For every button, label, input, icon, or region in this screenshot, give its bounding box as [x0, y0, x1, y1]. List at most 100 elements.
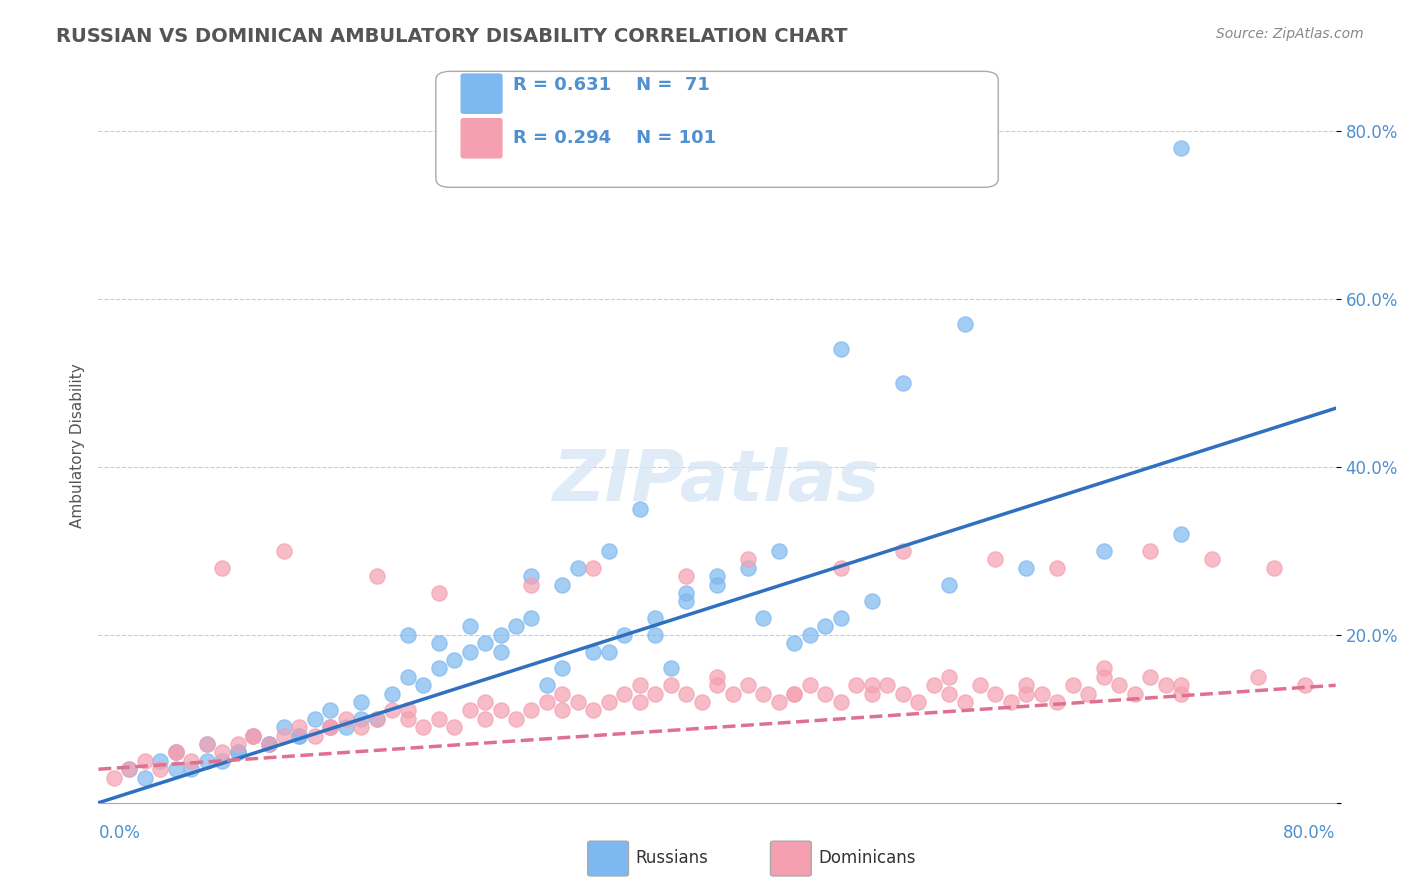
Point — [1263, 560, 1285, 574]
Point — [938, 670, 960, 684]
Point — [366, 712, 388, 726]
Point — [458, 703, 481, 717]
Point — [1247, 670, 1270, 684]
Point — [768, 544, 790, 558]
Point — [520, 703, 543, 717]
Point — [891, 687, 914, 701]
Point — [443, 720, 465, 734]
Point — [520, 577, 543, 591]
Point — [799, 628, 821, 642]
Point — [984, 687, 1007, 701]
Point — [1139, 544, 1161, 558]
Text: R = 0.294    N = 101: R = 0.294 N = 101 — [513, 129, 716, 147]
Point — [830, 560, 852, 574]
Point — [118, 762, 141, 776]
Point — [582, 560, 605, 574]
Point — [396, 712, 419, 726]
Point — [1077, 687, 1099, 701]
Point — [195, 737, 218, 751]
Point — [396, 670, 419, 684]
Point — [628, 695, 651, 709]
Point — [226, 746, 249, 760]
Point — [211, 746, 233, 760]
Text: 80.0%: 80.0% — [1284, 824, 1336, 842]
Point — [335, 712, 357, 726]
Point — [273, 729, 295, 743]
Point — [860, 687, 883, 701]
Point — [165, 762, 187, 776]
Point — [195, 737, 218, 751]
Point — [195, 754, 218, 768]
Point — [474, 695, 496, 709]
Point — [304, 729, 326, 743]
Point — [443, 653, 465, 667]
Point — [520, 569, 543, 583]
Point — [489, 703, 512, 717]
Point — [226, 737, 249, 751]
Point — [257, 737, 280, 751]
Point — [180, 754, 202, 768]
Point — [319, 720, 342, 734]
Point — [953, 695, 976, 709]
Point — [659, 678, 682, 692]
Point — [458, 619, 481, 633]
Point — [366, 569, 388, 583]
Point — [118, 762, 141, 776]
Point — [938, 687, 960, 701]
Point — [891, 544, 914, 558]
Point — [273, 544, 295, 558]
Point — [474, 712, 496, 726]
Point — [582, 645, 605, 659]
Point — [458, 645, 481, 659]
Point — [628, 502, 651, 516]
Point — [1062, 678, 1084, 692]
Point — [706, 678, 728, 692]
Point — [165, 746, 187, 760]
Point — [891, 376, 914, 390]
Point — [783, 687, 806, 701]
Point — [1092, 544, 1115, 558]
Point — [1123, 687, 1146, 701]
Point — [1015, 687, 1038, 701]
Point — [938, 577, 960, 591]
Point — [984, 552, 1007, 566]
Point — [598, 544, 620, 558]
Point — [1046, 695, 1069, 709]
Point — [1170, 527, 1192, 541]
Point — [304, 712, 326, 726]
Point — [489, 645, 512, 659]
Point — [427, 712, 450, 726]
Point — [628, 678, 651, 692]
Point — [381, 703, 404, 717]
Point — [1031, 687, 1053, 701]
Point — [1139, 670, 1161, 684]
Y-axis label: Ambulatory Disability: Ambulatory Disability — [69, 364, 84, 528]
Point — [1092, 661, 1115, 675]
Point — [706, 670, 728, 684]
Text: Russians: Russians — [636, 849, 709, 867]
Point — [659, 661, 682, 675]
Point — [768, 695, 790, 709]
Point — [814, 619, 837, 633]
Point — [613, 687, 636, 701]
Point — [783, 636, 806, 650]
Point — [288, 729, 311, 743]
Point — [598, 645, 620, 659]
Point — [675, 586, 697, 600]
Point — [350, 695, 373, 709]
Point — [737, 560, 759, 574]
Point — [242, 729, 264, 743]
Point — [335, 720, 357, 734]
Point — [520, 611, 543, 625]
Point — [1000, 695, 1022, 709]
Point — [1154, 678, 1177, 692]
Point — [860, 678, 883, 692]
Point — [675, 687, 697, 701]
Point — [211, 754, 233, 768]
Point — [706, 577, 728, 591]
Point — [953, 318, 976, 332]
Point — [489, 628, 512, 642]
Point — [830, 343, 852, 357]
Point — [582, 703, 605, 717]
Point — [257, 737, 280, 751]
